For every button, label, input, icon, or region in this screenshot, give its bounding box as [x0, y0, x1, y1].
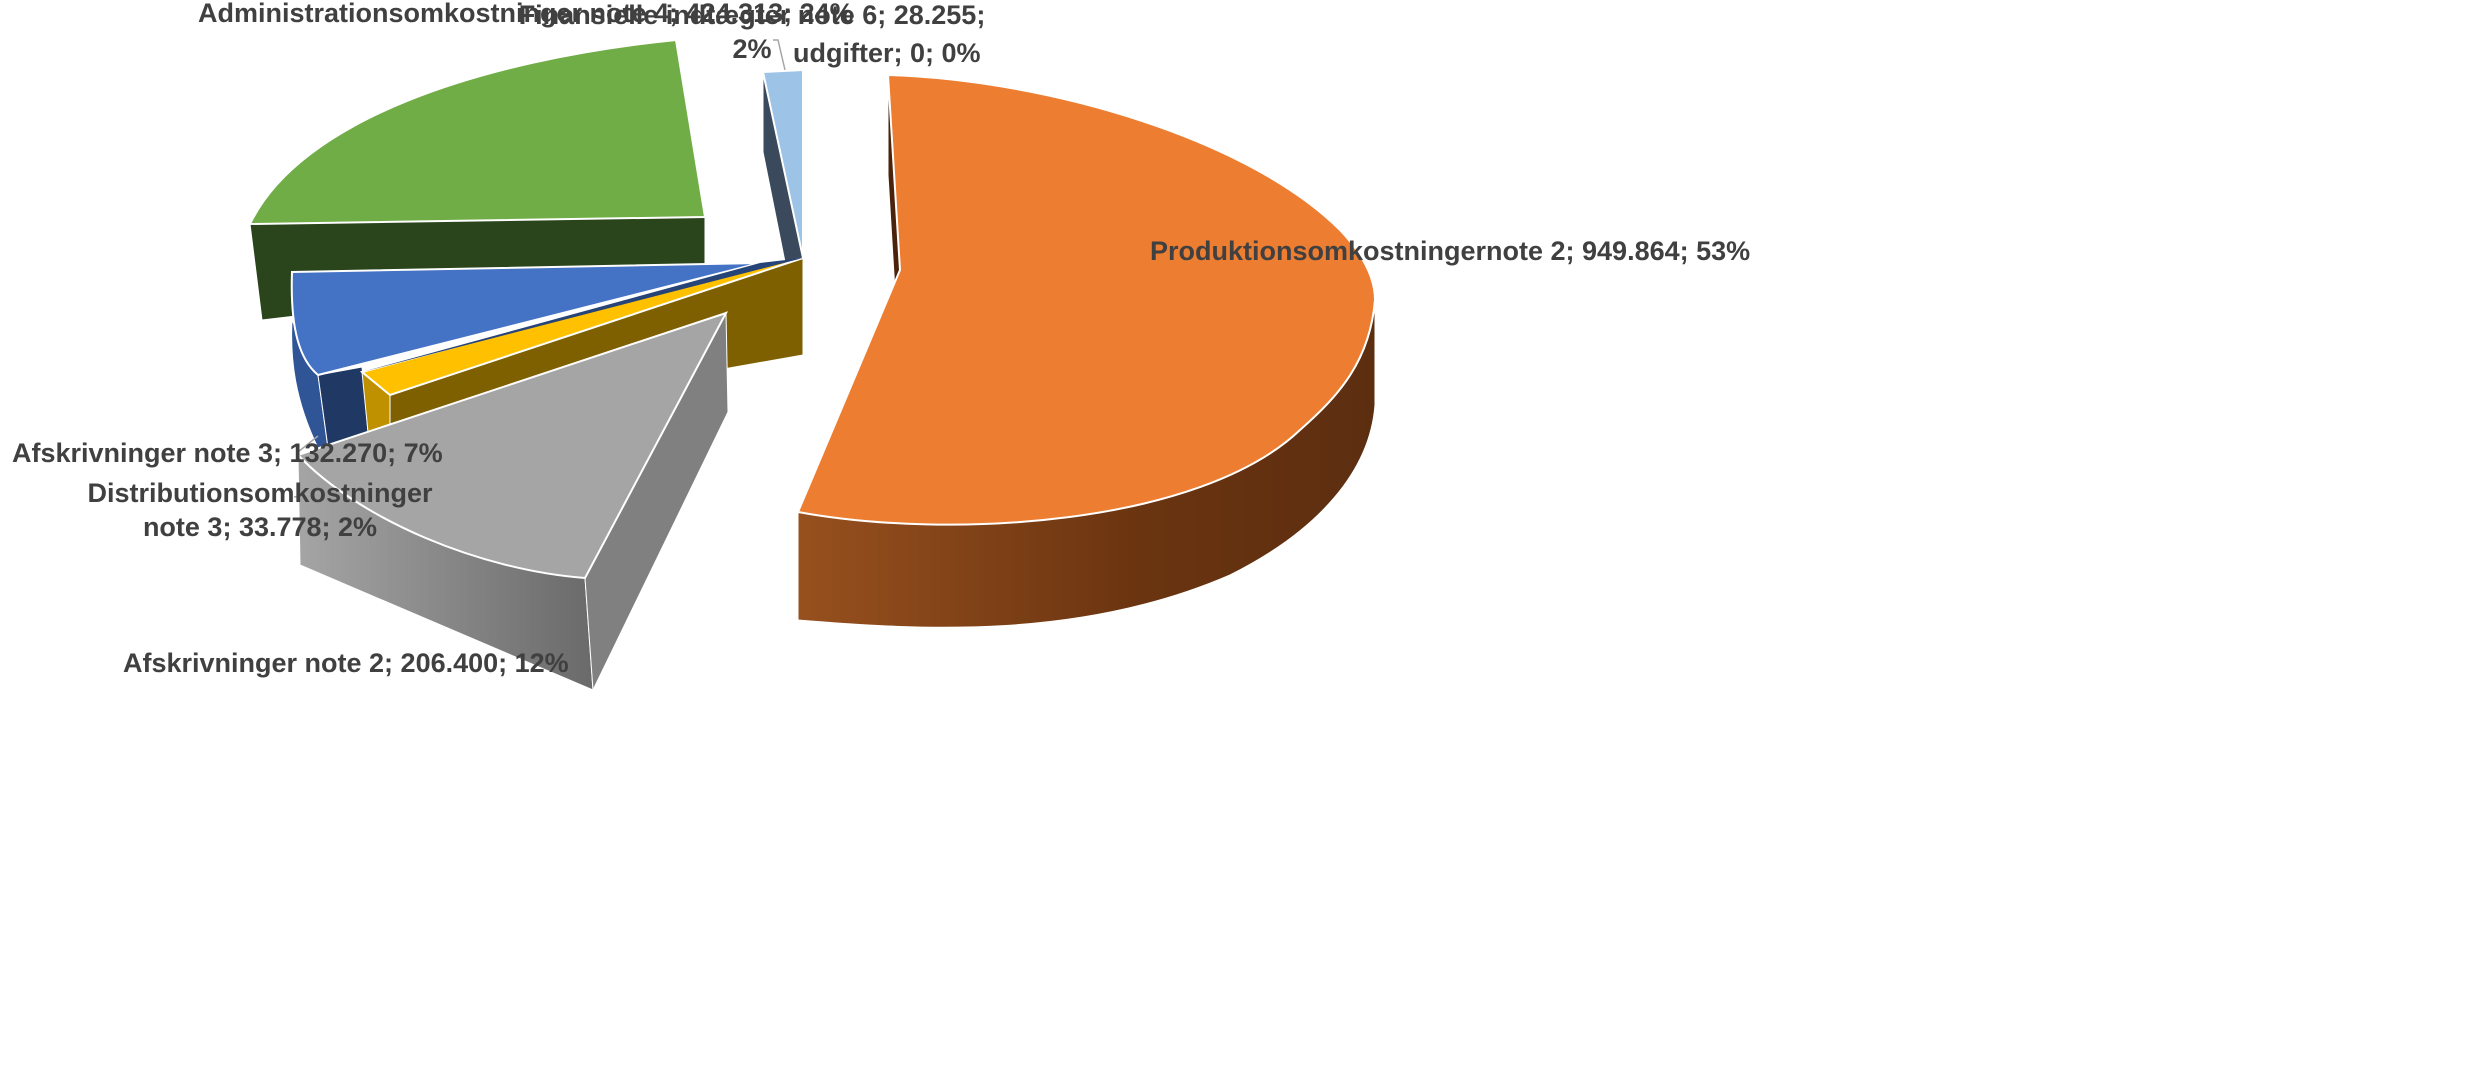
pie-slice-produktion: [796, 73, 1377, 628]
data-label-administration: Administrationsomkostninger note 4; 424.…: [198, 0, 854, 28]
leader-line-finansielle: [773, 39, 786, 71]
data-label-udgifter: udgifter; 0; 0%: [793, 38, 981, 68]
pie-slice-afskriv3-face-2: [290, 262, 761, 377]
data-label-produktion: Produktionsomkostningernote 2; 949.864; …: [1150, 236, 1750, 266]
pie-slice-finansielle-face-1: [761, 68, 804, 259]
data-label-finansielle: Finansielle indtægter note 6; 28.255; 2%: [519, 0, 986, 64]
pie-slice-finansielle: [761, 68, 804, 263]
data-label-distribution: Distributionsomkostninger note 3; 33.778;…: [87, 478, 433, 542]
pie-slice-afskriv3: [290, 262, 761, 449]
leader-line-distribution: [293, 491, 326, 498]
leader-line-afskriv3: [297, 435, 319, 453]
pie-slice-afskriv2-face-2: [296, 311, 729, 580]
data-label-afskriv2: Afskrivninger note 2; 206.400; 12%: [123, 648, 569, 678]
pie-slice-udgifter-face-0: [362, 258, 803, 372]
pie-slice-afskriv2: [296, 311, 729, 692]
pie-slice-administration-face-1: [248, 38, 707, 226]
data-label-afskriv3: Afskrivninger note 3; 132.270; 7%: [12, 438, 443, 468]
pie-slice-udgifter: [362, 258, 803, 372]
pie-slice-produktion-face-2: [796, 73, 1377, 526]
